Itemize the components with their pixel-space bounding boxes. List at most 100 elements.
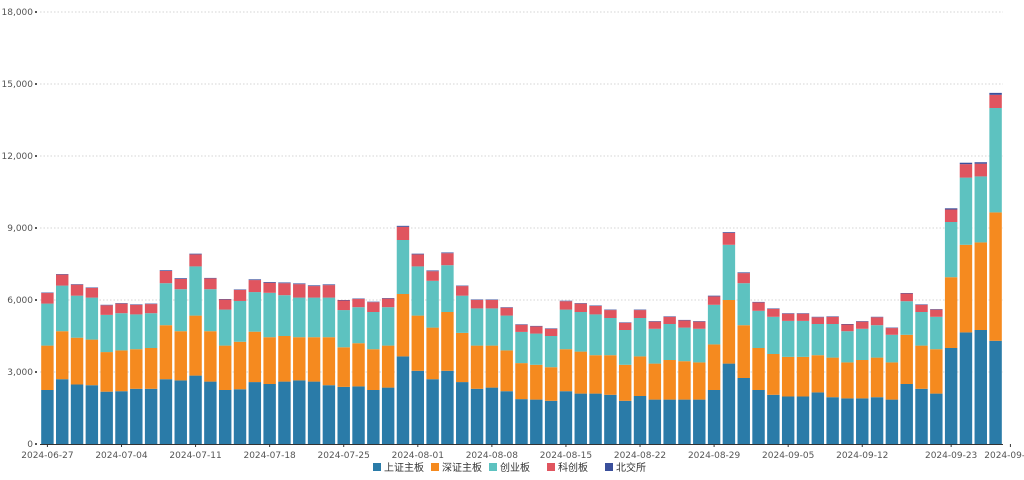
bar-segment[interactable] bbox=[648, 399, 662, 444]
bar-segment[interactable] bbox=[737, 273, 750, 284]
bar-segment[interactable] bbox=[322, 284, 336, 286]
bar-segment[interactable] bbox=[722, 232, 736, 245]
bar-segment[interactable] bbox=[678, 361, 691, 400]
bar-segment[interactable] bbox=[826, 316, 839, 324]
bar-segment[interactable] bbox=[41, 293, 54, 304]
bar-segment[interactable] bbox=[278, 336, 291, 382]
bar-segment[interactable] bbox=[544, 328, 558, 336]
bar-segment[interactable] bbox=[248, 292, 262, 332]
bar-segment[interactable] bbox=[796, 396, 810, 444]
bar-segment[interactable] bbox=[500, 315, 513, 351]
bar-segment[interactable] bbox=[337, 386, 350, 444]
bar-segment[interactable] bbox=[307, 286, 321, 298]
bar-segment[interactable] bbox=[826, 397, 839, 444]
bar-segment[interactable] bbox=[352, 299, 365, 308]
bar-segment[interactable] bbox=[826, 324, 839, 358]
bar-segment[interactable] bbox=[959, 244, 973, 333]
bar-segment[interactable] bbox=[574, 351, 587, 394]
bar-segment[interactable] bbox=[559, 349, 573, 392]
bar-segment[interactable] bbox=[944, 222, 958, 278]
bar-segment[interactable] bbox=[618, 364, 632, 401]
bar-segment[interactable] bbox=[218, 390, 232, 444]
bar-segment[interactable] bbox=[678, 399, 691, 444]
bar-segment[interactable] bbox=[396, 356, 410, 444]
bar-segment[interactable] bbox=[678, 320, 691, 328]
bar-segment[interactable] bbox=[456, 295, 469, 333]
bar-segment[interactable] bbox=[663, 324, 676, 360]
bar-segment[interactable] bbox=[930, 393, 943, 444]
bar-segment[interactable] bbox=[707, 304, 721, 345]
bar-segment[interactable] bbox=[515, 324, 528, 332]
bar-segment[interactable] bbox=[767, 354, 780, 395]
bar-segment[interactable] bbox=[900, 384, 913, 444]
bar-segment[interactable] bbox=[456, 286, 469, 296]
bar-segment[interactable] bbox=[426, 327, 439, 380]
bar-segment[interactable] bbox=[189, 253, 202, 255]
bar-segment[interactable] bbox=[248, 382, 262, 444]
bar-segment[interactable] bbox=[56, 285, 69, 332]
bar-segment[interactable] bbox=[900, 293, 913, 302]
bar-segment[interactable] bbox=[381, 298, 395, 308]
bar-segment[interactable] bbox=[885, 334, 899, 363]
bar-segment[interactable] bbox=[589, 314, 602, 356]
bar-segment[interactable] bbox=[989, 92, 1002, 95]
bar-segment[interactable] bbox=[218, 345, 232, 390]
bar-segment[interactable] bbox=[737, 272, 750, 274]
bar-segment[interactable] bbox=[707, 344, 721, 390]
bar-segment[interactable] bbox=[441, 312, 454, 371]
bar-segment[interactable] bbox=[752, 310, 765, 348]
bar-segment[interactable] bbox=[767, 394, 780, 444]
bar-segment[interactable] bbox=[678, 327, 691, 362]
legend-item[interactable]: 上证主板 bbox=[373, 461, 424, 474]
bar-segment[interactable] bbox=[663, 399, 676, 444]
bar-segment[interactable] bbox=[352, 343, 365, 387]
bar-segment[interactable] bbox=[367, 349, 380, 390]
bar-segment[interactable] bbox=[841, 324, 854, 332]
bar-segment[interactable] bbox=[470, 345, 484, 389]
bar-segment[interactable] bbox=[70, 337, 84, 385]
bar-segment[interactable] bbox=[204, 278, 217, 290]
bar-segment[interactable] bbox=[307, 381, 321, 444]
bar-segment[interactable] bbox=[989, 108, 1002, 213]
bar-segment[interactable] bbox=[263, 282, 276, 283]
bar-segment[interactable] bbox=[337, 310, 350, 348]
bar-segment[interactable] bbox=[85, 385, 99, 444]
legend-item[interactable]: 北交所 bbox=[605, 461, 646, 474]
bar-segment[interactable] bbox=[204, 381, 217, 444]
bar-segment[interactable] bbox=[930, 309, 943, 317]
bar-segment[interactable] bbox=[767, 308, 780, 317]
bar-segment[interactable] bbox=[411, 254, 425, 267]
bar-segment[interactable] bbox=[144, 313, 158, 348]
bar-segment[interactable] bbox=[441, 252, 454, 254]
bar-segment[interactable] bbox=[130, 349, 143, 389]
bar-segment[interactable] bbox=[915, 345, 928, 389]
bar-segment[interactable] bbox=[559, 301, 573, 310]
bar-segment[interactable] bbox=[500, 307, 513, 316]
bar-segment[interactable] bbox=[100, 305, 113, 315]
bar-segment[interactable] bbox=[781, 313, 795, 321]
bar-segment[interactable] bbox=[693, 321, 706, 329]
legend-item[interactable]: 科创板 bbox=[547, 461, 588, 474]
bar-segment[interactable] bbox=[841, 398, 854, 444]
bar-segment[interactable] bbox=[396, 226, 410, 240]
bar-segment[interactable] bbox=[426, 270, 439, 272]
bar-segment[interactable] bbox=[322, 285, 336, 298]
bar-segment[interactable] bbox=[811, 317, 825, 324]
bar-segment[interactable] bbox=[915, 304, 928, 312]
bar-segment[interactable] bbox=[856, 398, 869, 444]
bar-segment[interactable] bbox=[604, 394, 617, 444]
bar-segment[interactable] bbox=[722, 300, 736, 364]
bar-segment[interactable] bbox=[85, 288, 99, 298]
bar-segment[interactable] bbox=[381, 345, 395, 388]
bar-segment[interactable] bbox=[500, 391, 513, 444]
bar-segment[interactable] bbox=[485, 345, 499, 388]
bar-segment[interactable] bbox=[174, 278, 187, 290]
bar-segment[interactable] bbox=[989, 212, 1002, 341]
bar-segment[interactable] bbox=[144, 304, 158, 314]
bar-segment[interactable] bbox=[159, 325, 173, 380]
bar-segment[interactable] bbox=[752, 390, 765, 444]
bar-segment[interactable] bbox=[722, 232, 736, 233]
bar-segment[interactable] bbox=[530, 364, 543, 400]
bar-segment[interactable] bbox=[633, 310, 647, 318]
bar-segment[interactable] bbox=[456, 332, 469, 383]
